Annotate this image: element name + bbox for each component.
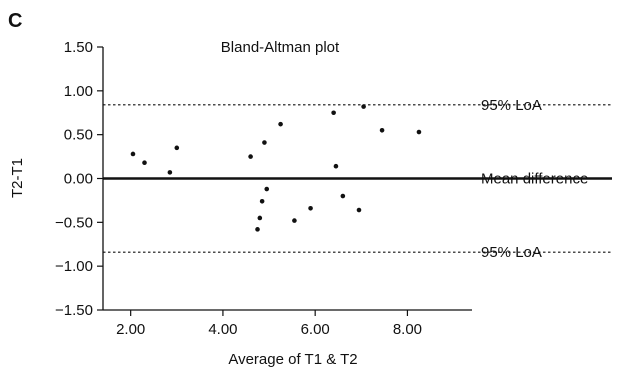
data-point [292,218,297,223]
data-point [262,140,267,145]
x-axis-ticks: 2.00 4.00 6.00 8.00 [116,310,422,338]
data-point [278,121,283,127]
data-point [340,193,346,199]
mean-difference-label: Mean difference [481,171,588,188]
data-point [142,160,147,166]
y-tick-label: 1.50 [64,39,93,56]
x-tick-label: 8.00 [393,321,422,338]
y-axis-ticks: 1.50 1.00 0.50 0.00 −0.50 −1.00 −1.50 [55,39,103,319]
loa-label: 95% LoA [481,97,542,114]
x-tick-label: 6.00 [301,321,330,338]
data-point [174,145,180,151]
data-point [259,198,265,204]
panel-label: C [8,10,22,32]
data-point [361,104,366,109]
data-point [379,127,385,133]
chart-title: Bland-Altman plot [221,39,340,56]
data-point [257,215,263,221]
x-axis-label: Average of T1 & T2 [228,351,357,368]
data-point [416,129,422,135]
plot-area: 95% LoA Mean difference 95% LoA [103,97,612,261]
y-tick-label: 0.00 [64,171,93,188]
y-tick-label: 1.00 [64,83,93,100]
data-point [356,207,362,213]
data-point [167,170,173,175]
y-tick-label: −1.00 [55,258,93,275]
data-point [264,186,270,192]
data-point [255,227,260,232]
data-point [248,154,253,159]
y-axis-label: T2-T1 [9,158,26,198]
y-tick-label: −0.50 [55,214,93,231]
y-tick-label: −1.50 [55,302,93,319]
data-point [308,206,313,211]
loa-label: 95% LoA [481,244,542,261]
data-point [333,163,339,169]
data-point [130,151,136,157]
data-point [331,110,336,116]
x-tick-label: 4.00 [208,321,237,338]
y-tick-label: 0.50 [64,127,93,144]
x-tick-label: 2.00 [116,321,145,338]
